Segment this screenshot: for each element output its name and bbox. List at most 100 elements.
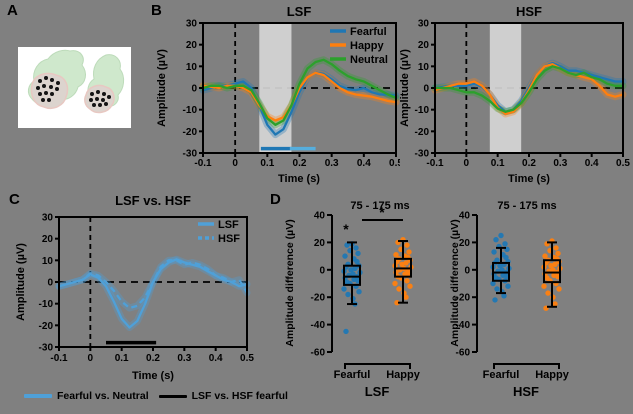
svg-text:-0.1: -0.1 [50,353,68,364]
svg-text:HSF: HSF [218,233,240,245]
svg-text:-20: -20 [183,127,198,138]
svg-text:-20: -20 [311,293,326,304]
svg-text:20: 20 [459,238,471,249]
svg-text:0: 0 [88,353,94,364]
svg-text:-10: -10 [415,105,430,116]
svg-text:Fearful: Fearful [483,369,520,381]
svg-text:Time (s): Time (s) [132,370,174,382]
svg-text:LSF: LSF [218,219,239,231]
svg-text:0.3: 0.3 [553,158,567,169]
erp-chart-lsf-vs-hsf: -0.1 0 0.1 0.2 0.3 0.4 0.5 30 20 10 0 -10 -20 -30 LSF … [0,185,270,390]
svg-text:-40: -40 [456,320,471,331]
svg-text:Time (s): Time (s) [508,173,550,185]
scatter-chart-lsf: 40 20 0 -20 -40 -60 Amplitude difference (µV) 7… [270,185,450,414]
svg-text:40: 40 [459,211,471,222]
svg-text:20: 20 [42,234,54,245]
svg-text:0: 0 [423,84,429,95]
svg-text:-10: -10 [183,105,198,116]
legend-label: Fearful vs. Neutral [57,390,149,402]
svg-text:Fearful: Fearful [350,26,387,38]
svg-text:-20: -20 [415,127,430,138]
legend-line-blue [24,394,52,398]
svg-text:30: 30 [418,19,430,30]
svg-text:0.4: 0.4 [585,158,599,169]
svg-text:0: 0 [464,158,470,169]
svg-text:10: 10 [42,256,54,267]
svg-text:Happy: Happy [350,40,385,52]
svg-text:-60: -60 [311,348,326,359]
svg-text:0: 0 [464,265,470,276]
svg-text:0.2: 0.2 [522,158,536,169]
svg-text:-0.1: -0.1 [426,158,444,169]
svg-text:40: 40 [314,211,326,222]
svg-text:HSF: HSF [516,4,542,19]
svg-text:0: 0 [232,158,238,169]
legend-line-black [158,394,187,398]
panel-d-label: D [270,191,281,208]
erp-chart-hsf: -0.1 0 0.1 0.2 0.3 0.4 0.5 30 20 10 0 -10 -20 -30 HSF T… [390,0,633,185]
svg-text:0: 0 [47,278,53,289]
svg-text:0: 0 [191,84,197,95]
svg-text:Amplitude (µV): Amplitude (µV) [15,243,27,321]
svg-text:10: 10 [186,62,198,73]
svg-text:0.3: 0.3 [325,158,339,169]
svg-text:0.3: 0.3 [177,353,191,364]
series-lines [199,56,400,139]
left-electrode-dots [36,76,60,102]
svg-text:-60: -60 [456,348,471,359]
svg-text:30: 30 [186,19,198,30]
scatter-chart-hsf: 40 20 0 -20 -40 -60 Amplitude difference (µV) 7… [449,185,633,414]
brain-electrode-image [18,47,131,128]
box-happy [543,241,561,308]
svg-text:0.5: 0.5 [389,158,400,169]
panel-a-label: A [7,2,18,19]
panel-c-label: C [9,191,20,208]
svg-text:Amplitude difference (µV): Amplitude difference (µV) [284,219,296,346]
svg-text:Happy: Happy [535,369,570,381]
svg-text:0.5: 0.5 [240,353,254,364]
right-electrode-dots [89,90,111,107]
box-happy [394,240,412,304]
svg-text:*: * [379,204,385,220]
legend-item-lsf-vs-hsf-fearful: LSF vs. HSF fearful [158,390,288,402]
svg-text:0.4: 0.4 [357,158,371,169]
left-electrode-patch [30,72,69,109]
svg-text:0.2: 0.2 [146,353,160,364]
box-fearful [492,246,510,295]
svg-text:0.2: 0.2 [293,158,307,169]
svg-text:-20: -20 [456,293,471,304]
svg-text:30: 30 [42,213,54,224]
svg-text:-40: -40 [311,320,326,331]
svg-text:10: 10 [418,62,430,73]
svg-text:Amplitude (µV): Amplitude (µV) [156,49,168,127]
svg-text:0.1: 0.1 [491,158,505,169]
svg-text:20: 20 [418,40,430,51]
svg-text:0.5: 0.5 [616,158,630,169]
svg-text:Time (s): Time (s) [278,173,320,185]
svg-text:LSF: LSF [287,4,312,19]
svg-text:HSF: HSF [513,384,539,399]
svg-text:-30: -30 [183,149,198,160]
svg-text:LSF: LSF [365,384,390,399]
svg-text:-10: -10 [39,299,54,310]
series-lines [55,255,251,331]
points-happy [392,237,414,306]
svg-text:Amplitude difference (µV): Amplitude difference (µV) [450,219,461,346]
svg-text:20: 20 [186,40,198,51]
figure-legend: Fearful vs. Neutral LSF vs. HSF fearful [24,390,288,402]
svg-text:75 - 175 ms: 75 - 175 ms [497,200,556,212]
svg-text:LSF vs. HSF: LSF vs. HSF [115,193,191,208]
svg-text:-20: -20 [39,321,54,332]
svg-text:Neutral: Neutral [350,54,388,66]
svg-text:-30: -30 [415,149,430,160]
svg-text:0.4: 0.4 [209,353,223,364]
svg-text:Happy: Happy [386,369,421,381]
svg-text:0: 0 [319,265,325,276]
panel-b-label: B [151,2,162,19]
svg-text:-30: -30 [39,343,54,354]
svg-text:*: * [343,221,349,237]
svg-text:0.1: 0.1 [115,353,129,364]
legend-item-fearful-vs-neutral: Fearful vs. Neutral [24,390,149,402]
box-fearful [343,241,361,306]
